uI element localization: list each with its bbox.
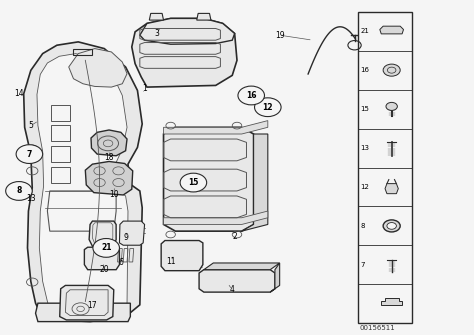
Circle shape [93, 239, 119, 257]
Polygon shape [204, 263, 280, 270]
Polygon shape [164, 127, 254, 231]
Text: 10: 10 [109, 190, 118, 199]
Polygon shape [385, 184, 398, 194]
Polygon shape [199, 270, 275, 292]
Polygon shape [140, 18, 235, 44]
Text: 15: 15 [188, 178, 199, 187]
Circle shape [180, 173, 207, 192]
Circle shape [6, 182, 32, 200]
Polygon shape [270, 263, 280, 292]
Text: 11: 11 [166, 257, 175, 266]
Polygon shape [164, 121, 268, 134]
Polygon shape [161, 241, 203, 271]
Text: 7: 7 [360, 262, 365, 268]
Text: 6: 6 [118, 259, 123, 267]
Text: 13: 13 [26, 194, 36, 203]
Text: 18: 18 [104, 153, 114, 162]
Text: 15: 15 [360, 106, 369, 112]
Polygon shape [24, 42, 142, 322]
Text: 14: 14 [14, 89, 24, 98]
Text: 2: 2 [232, 232, 237, 241]
Circle shape [387, 222, 396, 229]
Text: 8: 8 [360, 223, 365, 229]
Polygon shape [36, 303, 130, 322]
Text: 16: 16 [360, 67, 369, 73]
Text: 13: 13 [360, 145, 369, 151]
Text: 1: 1 [142, 84, 147, 93]
Text: 20: 20 [100, 265, 109, 274]
Polygon shape [69, 49, 127, 87]
Text: 8: 8 [16, 187, 22, 195]
Text: 21: 21 [360, 28, 369, 34]
Text: 00156511: 00156511 [359, 325, 395, 331]
Circle shape [383, 64, 400, 76]
Text: 3: 3 [154, 29, 159, 38]
Text: 9: 9 [123, 233, 128, 242]
Text: 21: 21 [101, 244, 111, 252]
Text: 5: 5 [28, 121, 33, 130]
Polygon shape [242, 134, 268, 231]
Text: 12: 12 [263, 103, 273, 112]
Polygon shape [197, 13, 211, 20]
Polygon shape [381, 298, 402, 306]
Polygon shape [149, 13, 164, 20]
Polygon shape [119, 221, 145, 245]
Text: 7: 7 [27, 150, 32, 158]
Text: 17: 17 [88, 302, 97, 310]
Circle shape [386, 103, 397, 111]
Polygon shape [84, 247, 119, 270]
Polygon shape [91, 130, 127, 156]
Text: 4: 4 [230, 285, 235, 294]
Polygon shape [89, 221, 116, 246]
Circle shape [255, 98, 281, 117]
Polygon shape [358, 12, 412, 323]
Polygon shape [85, 161, 133, 195]
Polygon shape [380, 26, 403, 34]
Text: 16: 16 [246, 91, 256, 100]
Polygon shape [132, 18, 237, 87]
Polygon shape [37, 54, 128, 317]
Polygon shape [60, 285, 114, 320]
Circle shape [238, 86, 264, 105]
Text: 12: 12 [360, 184, 369, 190]
Circle shape [16, 145, 43, 163]
Polygon shape [164, 211, 268, 224]
Circle shape [383, 220, 400, 232]
Text: 19: 19 [275, 31, 284, 40]
